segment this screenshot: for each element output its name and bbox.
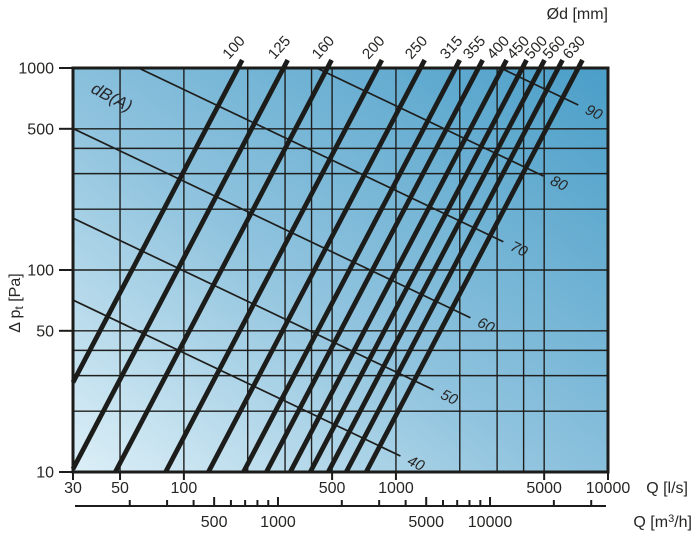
top-axis-tick-label-355: 355 xyxy=(460,33,489,63)
x-axis-title: Q [l/s] xyxy=(646,480,688,497)
y-axis-title: Δ pt [Pa] xyxy=(7,273,26,332)
diameter-line-355 xyxy=(264,66,481,474)
noise-label-80: 80 xyxy=(548,172,571,195)
y-tick-label-100: 100 xyxy=(27,263,54,280)
x-tick-label-10000: 10000 xyxy=(586,480,631,497)
secondary-tick-label-10000: 10000 xyxy=(468,514,513,531)
y-tick-label-10: 10 xyxy=(36,465,54,482)
y-axis-title-subscript: t xyxy=(12,306,26,310)
noise-line-90 xyxy=(500,68,579,106)
top-axis-title: Ød [mm] xyxy=(547,6,608,23)
diameter-line-450 xyxy=(308,66,525,474)
secondary-tick-label-5000: 5000 xyxy=(408,514,444,531)
secondary-axis-title-suffix: /h] xyxy=(674,514,692,531)
x-tick-label-50: 50 xyxy=(111,480,129,497)
y-axis-title-suffix: [Pa] xyxy=(7,273,24,306)
noise-label-40: 40 xyxy=(405,452,428,475)
x-tick-label-500: 500 xyxy=(319,480,346,497)
top-axis-tick-label-250: 250 xyxy=(402,33,431,63)
noise-label-60: 60 xyxy=(475,314,498,337)
diameter-line-200 xyxy=(163,66,380,474)
secondary-tick-label-1000: 1000 xyxy=(260,514,296,531)
diameter-line-160 xyxy=(113,66,330,474)
y-tick-label-500: 500 xyxy=(27,121,54,138)
y-tick-label-1000: 1000 xyxy=(18,61,54,78)
noise-line-80 xyxy=(316,68,544,177)
noise-line-60 xyxy=(73,127,471,319)
secondary-flow-axis: 500 1000 5000 10000 xyxy=(75,497,606,531)
x-tick-label-100: 100 xyxy=(171,480,198,497)
noise-label-50: 50 xyxy=(438,386,461,409)
diameter-line-100 xyxy=(70,66,241,384)
secondary-axis-title-superscript: 3 xyxy=(668,513,674,525)
secondary-axis-title-prefix: Q [m xyxy=(633,514,668,531)
diameter-line-125 xyxy=(70,66,286,471)
top-axis-tick-label-100: 100 xyxy=(219,33,248,63)
diameter-lines xyxy=(70,58,585,474)
noise-level-labels: 40 50 60 70 80 90 xyxy=(405,101,606,475)
secondary-tick-label-500: 500 xyxy=(201,514,228,531)
diameter-line-315 xyxy=(241,66,458,474)
diameter-line-400 xyxy=(288,66,505,474)
top-axis-tick-label-630: 630 xyxy=(560,33,589,63)
diameter-line-250 xyxy=(206,66,423,474)
secondary-x-axis-title: Q [m3/h] xyxy=(633,513,692,531)
noise-line-40 xyxy=(73,299,401,457)
diameter-line-560 xyxy=(344,66,561,474)
noise-label-70: 70 xyxy=(508,238,531,261)
x-tick-label-30: 30 xyxy=(64,480,82,497)
diameter-line-500 xyxy=(326,66,543,474)
top-axis-tick-label-160: 160 xyxy=(309,33,338,63)
top-axis-tick-label-125: 125 xyxy=(265,33,294,63)
top-axis-tick-label-200: 200 xyxy=(359,33,388,63)
axis-ticks-and-labels: 30 50 100 500 1000 5000 10000 10 50 100 500 1000 xyxy=(18,61,630,498)
y-axis-title-prefix: Δ p xyxy=(7,309,24,332)
noise-line-70 xyxy=(138,68,504,243)
y-tick-label-50: 50 xyxy=(36,323,54,340)
noise-label-90: 90 xyxy=(583,101,606,124)
x-tick-label-1000: 1000 xyxy=(378,480,414,497)
x-tick-label-5000: 5000 xyxy=(526,480,562,497)
diameter-line-630 xyxy=(364,66,581,474)
